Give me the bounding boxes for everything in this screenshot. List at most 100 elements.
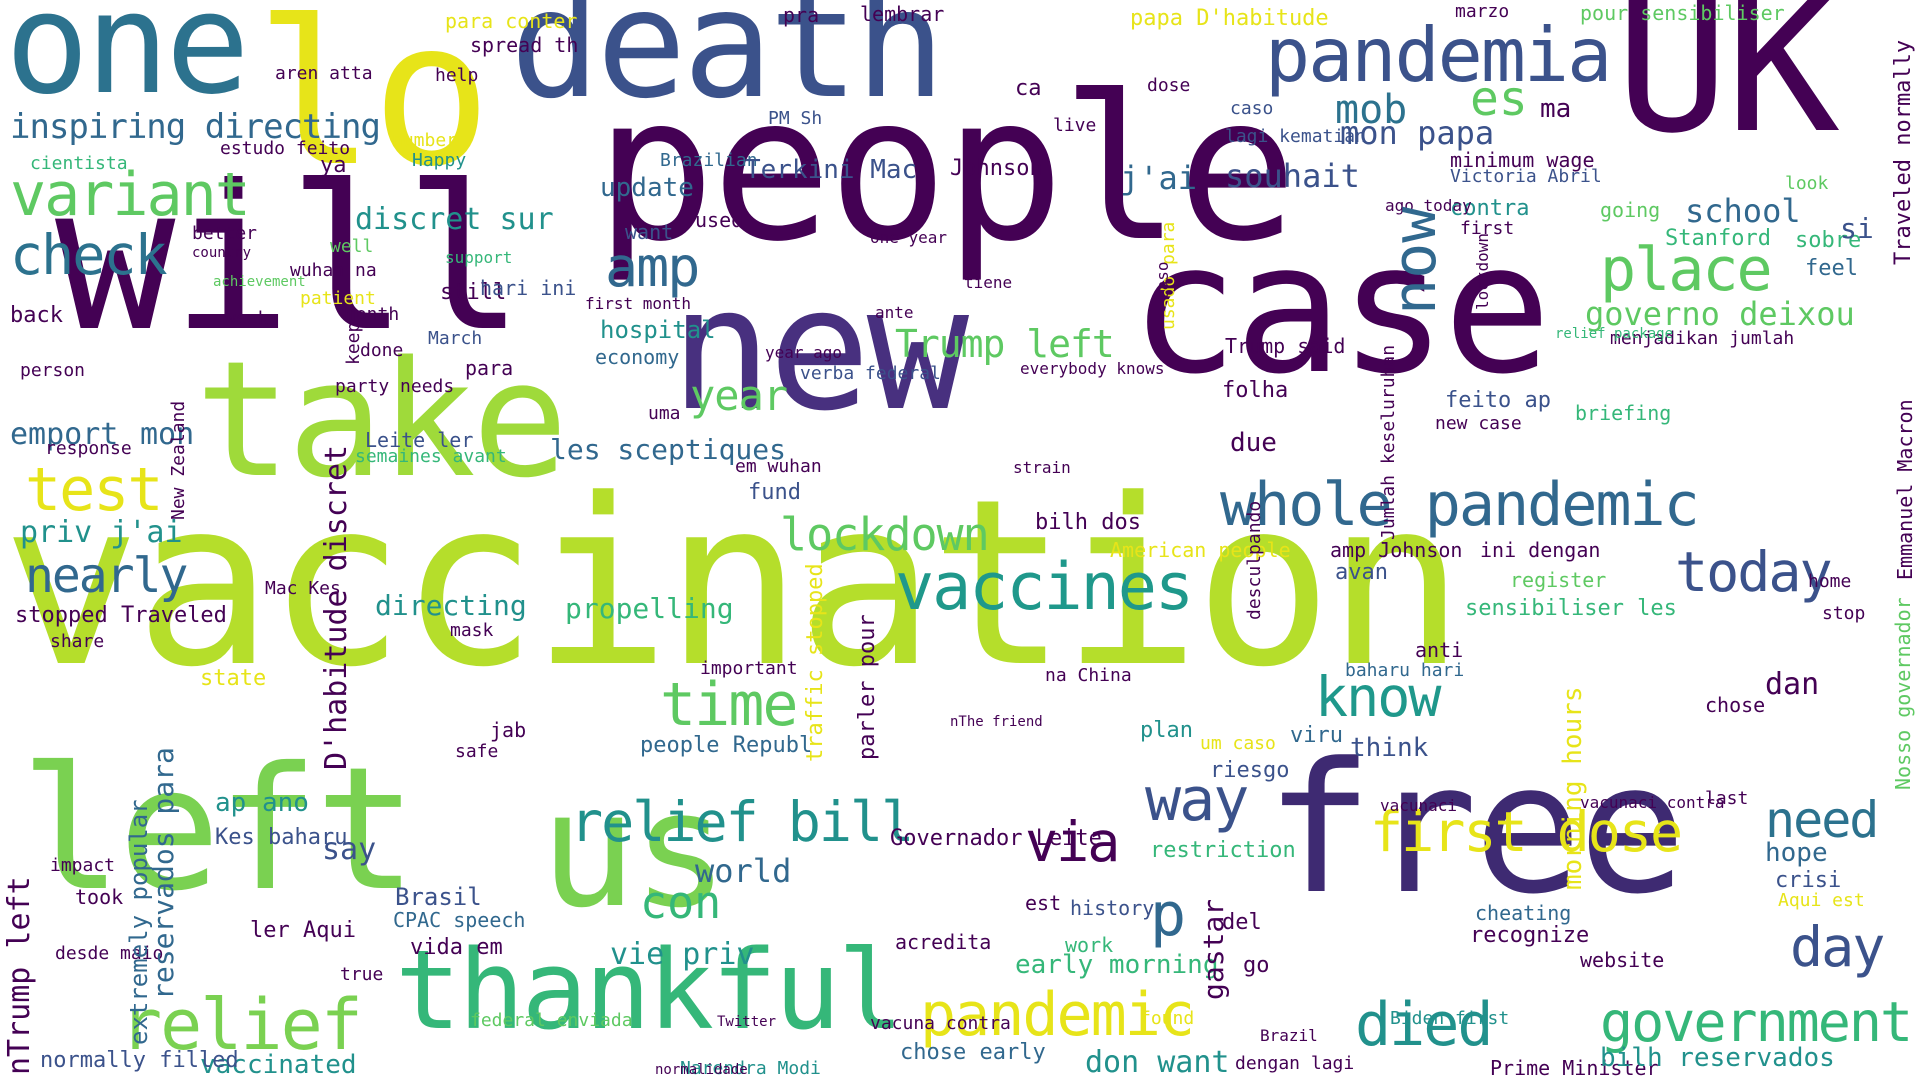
word-stopped-traveled: stopped Traveled [15,603,227,628]
word-caso: caso [1230,98,1274,119]
word-kes-baharu: Kes baharu [215,825,348,850]
word-response: response [45,438,132,459]
word-spread-th: spread th [470,33,579,57]
word-briefing: briefing [1575,401,1672,425]
word-contra: contra [1450,196,1530,221]
word-ini-dengan: ini dengan [1480,538,1601,562]
word-brazilian: Brazilian [660,150,758,171]
word-nearly: nearly [25,548,188,604]
word-relief-bill: relief bill [570,790,914,854]
word-way: way [1145,765,1249,835]
word-pandemia: pandemia [1265,11,1612,99]
word-place: place [1600,235,1773,305]
word-aren-atta: aren atta [275,63,373,84]
word-new: new [670,251,969,449]
word-mob: mob [1335,87,1408,133]
word-case: case [1130,205,1551,414]
word-done: done [360,340,404,361]
word-bilh-dos: bilh dos [1035,510,1141,535]
word-used: used [695,208,744,232]
word-first-dose: first dose [1370,800,1683,864]
word-us: us [540,756,729,943]
word-ante: ante [875,303,914,322]
word-check: check [10,223,168,287]
word-vaccines: vaccines [895,550,1194,625]
word-school: school [1685,192,1801,230]
word-last: last [1705,788,1749,809]
word-con: con [640,876,722,929]
word-plan: plan [1140,718,1193,743]
word-lembrar: lembrar [860,2,945,26]
word-early-morning: early morning [1015,950,1219,980]
word-website: website [1580,948,1665,972]
word-found: found [1140,1008,1195,1029]
word-papa-dhabitude: papa D'habitude [1130,6,1329,31]
word-mon: mon [140,417,195,452]
word-brazil: Brazil [1260,1026,1318,1045]
word-si: si [1840,212,1874,245]
word-person: person [20,360,86,381]
word-traffic-stopped: traffic stopped [803,563,828,762]
word-feel: feel [1805,256,1858,281]
word-governador-leite: Governador Leite [890,826,1102,851]
word-year-ago: year ago [765,343,843,362]
word-pour-sensibiliser: pour sensibiliser [1580,1,1785,25]
word-souhait: souhait [1225,157,1360,195]
word-hope: hope [1765,838,1828,868]
word-priv-jai: priv j'ai [20,515,183,550]
word-governo-deixou: governo deixou [1585,295,1855,333]
word-support: support [445,248,513,267]
word-na-china: na China [1045,665,1132,686]
word-day: day [1790,915,1885,979]
word-jumlah-keseluruhan: Jumlah keseluruhan [1378,344,1399,540]
word-semaines-avant: semaines avant [355,446,507,467]
word-jab: jab [490,718,527,742]
word-know: know [1315,665,1441,729]
word-going: going [1600,198,1661,222]
word-lockdown-small: lockdown [1473,232,1492,310]
word-mask: mask [450,620,494,641]
word-state: state [200,666,267,691]
word-lagi-kematian: lagi kematian [1225,126,1366,147]
word-dan: dan [1765,667,1820,702]
word-trump-left: Trump left [895,322,1115,366]
word-pandemic: pandemic [920,980,1195,1050]
word-mac-kes: Mac Kes [265,578,341,599]
word-one: one [5,0,250,126]
word-vacunaci: vacunaci [1380,796,1458,815]
word-cheating: cheating [1475,901,1572,925]
word-lockdown: lockdown [780,508,990,561]
word-um-caso: um caso [1200,733,1276,754]
word-baharu-hari: baharu hari [1345,660,1465,681]
word-patient: patient [300,288,376,309]
word-desde-maio: desde maio [55,943,164,964]
word-reservados-para: reservados para [147,747,180,1000]
word-achievement: achievement [213,274,306,290]
word-bilh-reservados: bilh reservados [1600,1043,1835,1073]
word-em-wuhan: em wuhan [735,456,822,477]
word-home: home [1808,571,1852,592]
word-everybody-knows: everybody knows [1020,359,1165,378]
word-narendra-modi: Narendra Modi [680,1058,821,1079]
word-new-zealand: New Zealand [168,400,189,520]
word-now: now [1380,206,1450,315]
word-normalidade: normalidade [655,1062,748,1078]
word-caso-small: caso [1153,261,1172,300]
word-week: week [225,308,269,329]
word-ler-aqui: ler Aqui [250,918,356,943]
word-want: want [625,220,674,244]
word-dengan-lagi: dengan lagi [1235,1053,1355,1074]
word-prime-minister: Prime Minister [1490,1056,1659,1080]
word-lo: lo [255,0,492,211]
word-menjadikan-jumlah: menjadikan jumlah [1610,328,1795,349]
word-still: still [440,280,507,305]
word-vaccinated: vaccinated [200,1050,357,1080]
word-don-want: don want [1085,1045,1230,1080]
word-think: think [1350,733,1429,763]
word-vacunaci-contra: vacunaci contra [1580,793,1725,812]
word-economy: economy [595,345,680,369]
word-uma: uma [648,403,681,424]
word-first-month: first month [585,294,691,313]
word-ma: ma [1540,94,1572,124]
word-terkini-mac: Terkini Mac [745,155,918,185]
